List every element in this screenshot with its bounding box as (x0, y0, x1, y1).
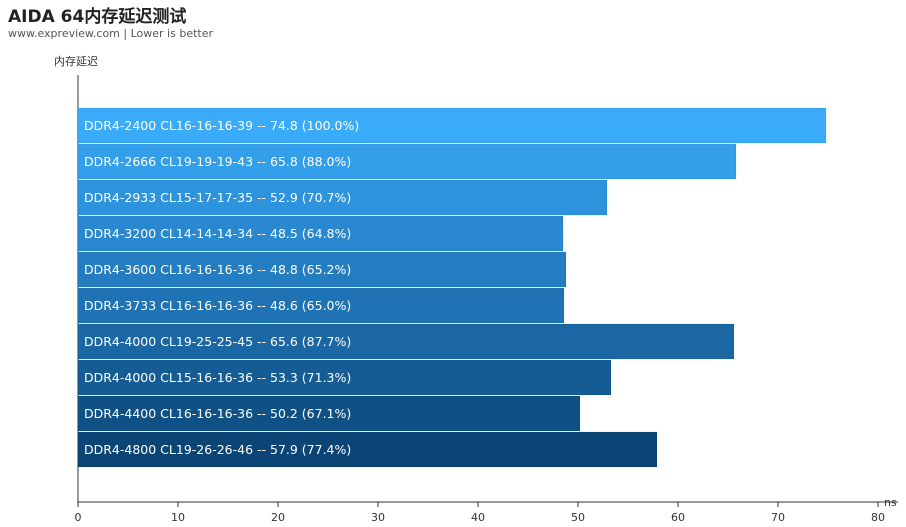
y-axis-title: 内存延迟 (54, 54, 98, 68)
x-tick-label: 30 (371, 511, 385, 524)
x-tick-label: 40 (471, 511, 485, 524)
x-tick-label: 70 (771, 511, 785, 524)
chart-subtitle: www.expreview.com | Lower is better (8, 27, 213, 40)
bar-label: DDR4-2400 CL16-16-16-39 -- 74.8 (100.0%) (84, 118, 359, 133)
chart-title: AIDA 64内存延迟测试 (8, 7, 187, 27)
bar-label: DDR4-4000 CL15-16-16-36 -- 53.3 (71.3%) (84, 370, 351, 385)
bar (77, 251, 567, 288)
x-tick-label: 80 (871, 511, 885, 524)
bar (77, 215, 564, 252)
x-tick-label: 20 (271, 511, 285, 524)
bar (77, 431, 658, 468)
bar-label: DDR4-2933 CL15-17-17-35 -- 52.9 (70.7%) (84, 190, 351, 205)
bar (77, 143, 737, 180)
x-tick-label: 50 (571, 511, 585, 524)
bar-label: DDR4-3200 CL14-14-14-34 -- 48.5 (64.8%) (84, 226, 351, 241)
x-tick-label: 60 (671, 511, 685, 524)
bar-label: DDR4-4400 CL16-16-16-36 -- 50.2 (67.1%) (84, 406, 351, 421)
x-tick-label: 10 (171, 511, 185, 524)
bar-label: DDR4-3600 CL16-16-16-36 -- 48.8 (65.2%) (84, 262, 351, 277)
bar (77, 323, 735, 360)
bar-label: DDR4-3733 CL16-16-16-36 -- 48.6 (65.0%) (84, 298, 351, 313)
bar-label: DDR4-4800 CL19-26-26-46 -- 57.9 (77.4%) (84, 442, 351, 457)
bar (77, 287, 565, 324)
bar-label: DDR4-2666 CL19-19-19-43 -- 65.8 (88.0%) (84, 154, 351, 169)
bar-label: DDR4-4000 CL19-25-25-45 -- 65.6 (87.7%) (84, 334, 351, 349)
bar (77, 107, 827, 144)
bar (77, 179, 608, 216)
bar (77, 395, 581, 432)
bar (77, 359, 612, 396)
x-tick-label: 0 (75, 511, 82, 524)
x-axis-title: ns (884, 496, 897, 509)
